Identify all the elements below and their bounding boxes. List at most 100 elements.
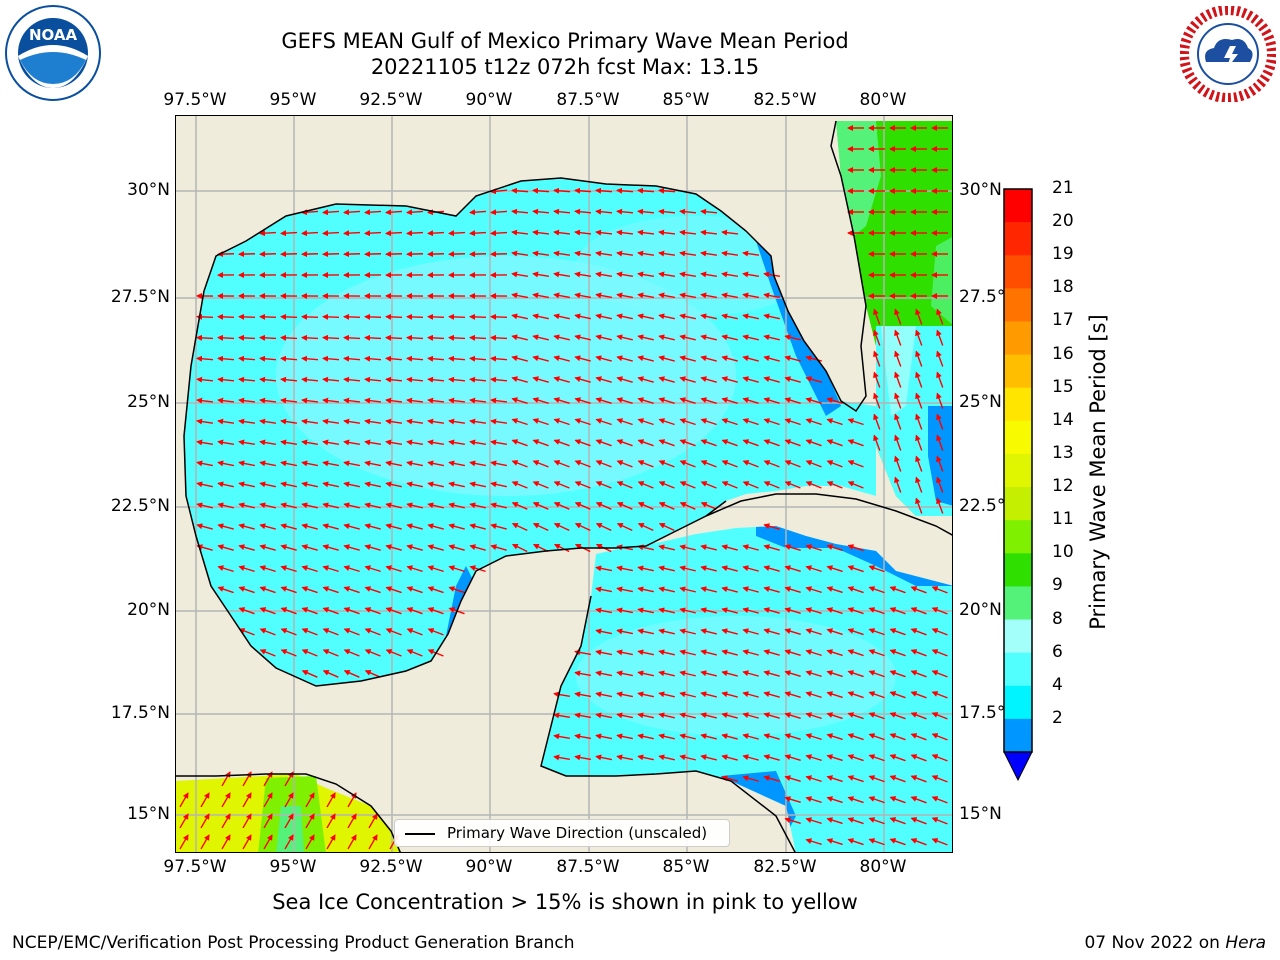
wave-arrow [217,397,235,404]
lon-tick-top: 95°W [269,90,317,110]
wave-arrow [343,670,360,678]
wave-arrow [742,670,759,677]
colorbar-block [1004,321,1032,356]
wave-arrow [427,628,444,636]
colorbar-blocks [1004,189,1032,753]
wave-arrow [553,292,570,299]
wave-arrow [763,754,780,761]
wave-arrow [915,392,923,409]
wave-arrow [784,439,801,447]
wave-arrow [658,502,675,510]
lon-tick-top: 90°W [465,90,513,110]
wave-arrow [931,586,948,594]
wave-arrow [742,439,759,447]
wave-arrow [826,439,843,447]
wave-arrow [826,460,843,468]
wave-arrow [679,208,697,215]
wave-arrow [700,271,718,278]
wave-arrow [179,792,189,808]
wave-arrow [553,691,571,698]
lon-tick-top: 85°W [662,90,710,110]
wave-arrow [826,607,843,615]
wave-arrow [873,392,881,409]
wave-arrow [936,476,944,493]
wave-arrow [574,733,591,740]
wave-arrow [721,565,738,572]
wave-arrow [280,481,297,488]
wave-arrow [826,796,843,804]
wave-arrow [574,313,591,320]
wave-arrow [259,355,277,362]
wave-arrow [784,460,801,468]
colorbar-extend-triangle [1003,751,1033,782]
wave-arrow [658,397,675,405]
wave-arrow [658,187,676,194]
wave-arrow [616,397,633,405]
colorbar-block [1004,288,1032,322]
wave-arrow [679,502,696,510]
wave-arrow [637,229,655,236]
wave-arrow [217,439,235,446]
wave-arrow [406,502,423,509]
wave-arrow [532,376,549,383]
wave-arrow [343,628,360,636]
wave-arrow [868,838,885,846]
wave-arrow [889,754,906,762]
wave-arrow [700,670,717,677]
wave-arrow [700,229,718,236]
wave-arrow [469,418,487,425]
wave-arrow [532,397,549,405]
wave-arrow [868,712,885,720]
wave-arrow [763,460,780,468]
wave-arrow [553,397,570,405]
wave-arrow [490,313,508,320]
wave-arrow [553,355,570,362]
colorbar-block [1004,520,1032,554]
wave-arrow [196,439,214,446]
wave-arrow [574,334,591,341]
wave-arrow [196,397,214,404]
wave-arrow [742,565,759,572]
legend-line-icon [405,833,435,835]
wave-arrow [448,397,466,404]
wave-arrow [784,376,801,383]
wave-arrow [616,355,633,362]
wave-arrow [448,502,465,509]
colorbar-tick: 8 [1052,608,1063,629]
wave-arrow [826,775,843,783]
wave-arrow [427,439,445,446]
wave-arrow [532,502,549,510]
wave-arrow [242,834,252,850]
wave-arrow [511,418,528,426]
wave-arrow [936,308,944,325]
wave-arrow [179,834,189,850]
wave-arrow [679,397,696,405]
wave-arrow [784,691,801,698]
wave-arrow [343,523,360,530]
wave-arrow [873,371,881,388]
wave-arrow [784,586,801,593]
wave-arrow [742,334,759,341]
wave-arrow [595,523,612,531]
wave-arrow [406,649,423,657]
wave-arrow [847,586,864,594]
wave-arrow [280,418,298,425]
lon-tick-bottom: 92.5°W [359,857,423,877]
wave-arrow [385,397,403,404]
wave-arrow [322,523,339,530]
wave-arrow [448,544,465,551]
wave-arrow [936,413,944,430]
wave-arrow [763,397,780,405]
wave-arrow [915,497,923,514]
footer-credit: NCEP/EMC/Verification Post Processing Pr… [12,933,575,953]
wave-arrow [595,607,612,614]
wave-arrow [805,691,822,699]
wave-arrow [305,834,315,850]
wave-arrow [931,670,948,678]
wave-arrow [595,292,612,299]
wave-arrow [784,355,801,362]
lon-tick-bottom: 85°W [662,857,710,877]
wave-arrow [259,544,276,551]
wave-arrow [574,229,592,236]
wave-arrow [868,754,885,762]
